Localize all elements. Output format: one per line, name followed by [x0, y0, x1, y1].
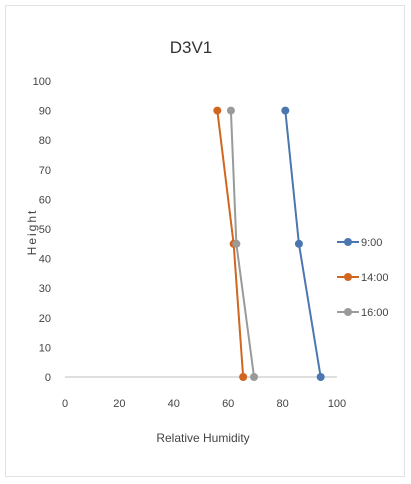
- data-point: [294, 239, 303, 248]
- legend-label: 16:00: [361, 307, 389, 319]
- x-tick-label: 100: [328, 398, 346, 410]
- y-tick-label: 70: [39, 165, 51, 177]
- legend-swatch-marker: [344, 308, 352, 316]
- legend-item: 16:00: [337, 307, 389, 319]
- legend-item: 9:00: [337, 237, 382, 249]
- legend-label: 9:00: [361, 237, 382, 249]
- data-point: [250, 373, 259, 381]
- x-tick-label: 0: [62, 398, 68, 410]
- data-point: [232, 239, 241, 248]
- data-point: [213, 106, 222, 115]
- x-tick-label: 20: [113, 398, 125, 410]
- y-axis-ticks: 0 10 20 30 40 50 60 70 80 90 100: [33, 76, 51, 384]
- series-line: [284, 110, 322, 378]
- x-axis-ticks: 0 20 40 60 80 100: [62, 398, 346, 410]
- y-tick-label: 100: [33, 76, 51, 88]
- series-14-00: [213, 106, 248, 381]
- y-axis-label: Height: [25, 209, 39, 256]
- data-point: [226, 106, 235, 115]
- legend-swatch-marker: [344, 238, 352, 246]
- data-point: [316, 373, 325, 381]
- chart-frame: D3V1 0 10 20 30 40 50 60 70 80 90 100 0 20 40 60 80 100…: [5, 5, 405, 477]
- legend: 9:00 14:00 16:00: [337, 237, 389, 319]
- y-tick-label: 0: [45, 372, 51, 384]
- legend-swatch-marker: [344, 273, 352, 281]
- x-tick-label: 60: [222, 398, 234, 410]
- legend-item: 14:00: [337, 272, 389, 284]
- series-9-00: [281, 106, 325, 381]
- x-tick-label: 80: [276, 398, 288, 410]
- y-tick-label: 90: [39, 106, 51, 118]
- y-tick-label: 10: [39, 342, 51, 354]
- y-tick-label: 60: [39, 194, 51, 206]
- y-tick-label: 30: [39, 283, 51, 295]
- y-tick-label: 50: [39, 224, 51, 236]
- chart-title: D3V1: [170, 38, 213, 57]
- y-tick-label: 40: [39, 254, 51, 266]
- series-16-00: [226, 106, 259, 381]
- x-tick-label: 40: [168, 398, 180, 410]
- data-point: [281, 106, 290, 115]
- legend-label: 14:00: [361, 272, 389, 284]
- series-layer: [213, 106, 325, 381]
- line-chart: D3V1 0 10 20 30 40 50 60 70 80 90 100 0 20 40 60 80 100…: [25, 38, 389, 445]
- y-tick-label: 80: [39, 135, 51, 147]
- data-point: [239, 373, 248, 381]
- x-axis-label: Relative Humidity: [156, 431, 249, 445]
- y-tick-label: 20: [39, 313, 51, 325]
